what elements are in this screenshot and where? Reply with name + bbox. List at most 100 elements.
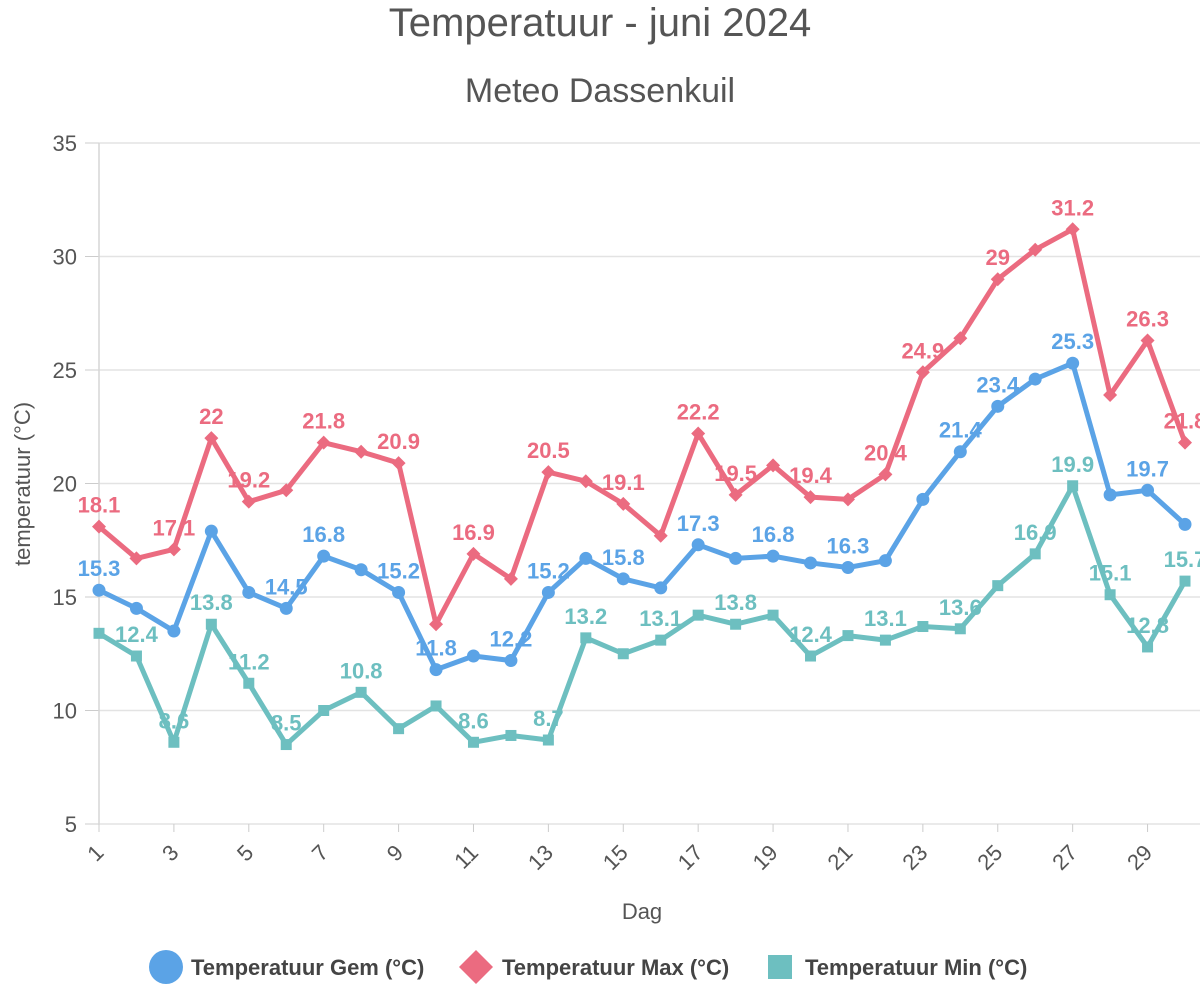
data-point[interactable]: [953, 445, 967, 459]
data-point[interactable]: [916, 492, 930, 506]
data-point[interactable]: [878, 554, 892, 568]
data-point[interactable]: [1028, 242, 1043, 257]
data-point[interactable]: [1029, 548, 1041, 560]
data-point[interactable]: [879, 634, 891, 646]
data-point[interactable]: [205, 618, 217, 630]
data-point[interactable]: [579, 551, 593, 565]
data-point[interactable]: [316, 435, 331, 450]
data-point[interactable]: [617, 648, 629, 660]
data-point[interactable]: [204, 524, 218, 538]
data-point[interactable]: [1142, 641, 1154, 653]
data-point[interactable]: [917, 621, 929, 633]
data-point[interactable]: [167, 624, 181, 638]
data-point[interactable]: [129, 601, 143, 615]
data-point[interactable]: [767, 609, 779, 621]
data-point[interactable]: [168, 736, 180, 748]
data-point[interactable]: [243, 677, 255, 689]
data-point[interactable]: [279, 483, 294, 498]
data-point[interactable]: [393, 723, 405, 735]
data-point[interactable]: [392, 585, 406, 599]
data-point[interactable]: [1066, 356, 1080, 370]
data-point[interactable]: [991, 399, 1005, 413]
data-point[interactable]: [355, 686, 367, 698]
data-point[interactable]: [166, 542, 181, 557]
data-point[interactable]: [691, 426, 706, 441]
data-label: 15.1: [1089, 561, 1132, 586]
data-point[interactable]: [1178, 517, 1192, 531]
data-point[interactable]: [467, 736, 479, 748]
data-point[interactable]: [728, 487, 743, 502]
data-point[interactable]: [992, 580, 1004, 592]
data-point[interactable]: [953, 331, 968, 346]
data-point[interactable]: [729, 551, 743, 565]
data-point[interactable]: [1178, 435, 1192, 450]
data-point[interactable]: [1179, 575, 1191, 587]
data-point[interactable]: [541, 465, 556, 480]
data-point[interactable]: [1104, 589, 1116, 601]
data-point[interactable]: [466, 546, 481, 561]
data-point[interactable]: [803, 490, 818, 505]
data-point[interactable]: [804, 556, 818, 570]
data-point[interactable]: [242, 585, 256, 599]
data-label: 8.7: [533, 706, 564, 731]
data-point[interactable]: [805, 650, 817, 662]
data-point[interactable]: [354, 563, 368, 577]
data-point[interactable]: [391, 456, 406, 471]
data-point[interactable]: [616, 572, 630, 586]
data-point[interactable]: [1028, 372, 1042, 386]
data-point[interactable]: [204, 431, 219, 446]
data-label: 16.9: [452, 520, 495, 545]
data-point[interactable]: [654, 581, 668, 595]
data-point[interactable]: [317, 549, 331, 563]
data-point[interactable]: [954, 623, 966, 635]
data-point[interactable]: [1141, 483, 1155, 497]
data-point[interactable]: [505, 729, 517, 741]
data-point[interactable]: [766, 458, 781, 473]
data-point[interactable]: [354, 444, 369, 459]
data-point[interactable]: [429, 617, 444, 632]
data-point[interactable]: [915, 365, 930, 380]
data-point[interactable]: [990, 272, 1005, 287]
data-point[interactable]: [542, 734, 554, 746]
data-point[interactable]: [279, 601, 293, 615]
legend-item-label[interactable]: Temperatuur Gem (°C): [191, 955, 424, 980]
y-tick-label: 35: [53, 131, 77, 156]
data-point[interactable]: [692, 609, 704, 621]
data-point[interactable]: [655, 634, 667, 646]
data-point[interactable]: [541, 585, 555, 599]
legend-item-label[interactable]: Temperatuur Min (°C): [805, 955, 1027, 980]
data-point[interactable]: [1140, 333, 1155, 348]
data-point[interactable]: [466, 649, 480, 663]
data-point[interactable]: [841, 560, 855, 574]
data-point[interactable]: [580, 632, 592, 644]
data-point[interactable]: [130, 650, 142, 662]
data-point[interactable]: [129, 551, 144, 566]
data-point[interactable]: [1065, 222, 1080, 237]
data-point[interactable]: [430, 700, 442, 712]
data-label: 21.4: [939, 418, 983, 443]
data-point[interactable]: [280, 739, 292, 751]
data-point[interactable]: [842, 630, 854, 642]
data-point[interactable]: [1067, 480, 1079, 492]
data-point[interactable]: [766, 549, 780, 563]
data-label: 13.8: [190, 590, 233, 615]
data-label: 15.2: [527, 558, 570, 583]
data-point[interactable]: [318, 705, 330, 716]
data-point[interactable]: [93, 627, 105, 639]
data-point[interactable]: [92, 519, 106, 534]
data-point[interactable]: [504, 654, 518, 668]
data-point[interactable]: [241, 494, 256, 509]
data-point[interactable]: [1103, 488, 1117, 502]
data-point[interactable]: [503, 571, 518, 586]
legend-item-label[interactable]: Temperatuur Max (°C): [502, 955, 729, 980]
data-point[interactable]: [653, 528, 668, 543]
data-point[interactable]: [92, 583, 106, 597]
data-point[interactable]: [691, 538, 705, 552]
data-point[interactable]: [840, 492, 855, 507]
data-point[interactable]: [1103, 387, 1118, 402]
data-point[interactable]: [878, 467, 893, 482]
data-point[interactable]: [429, 663, 443, 677]
data-point[interactable]: [616, 496, 631, 511]
data-point[interactable]: [578, 474, 593, 489]
data-point[interactable]: [730, 618, 742, 630]
